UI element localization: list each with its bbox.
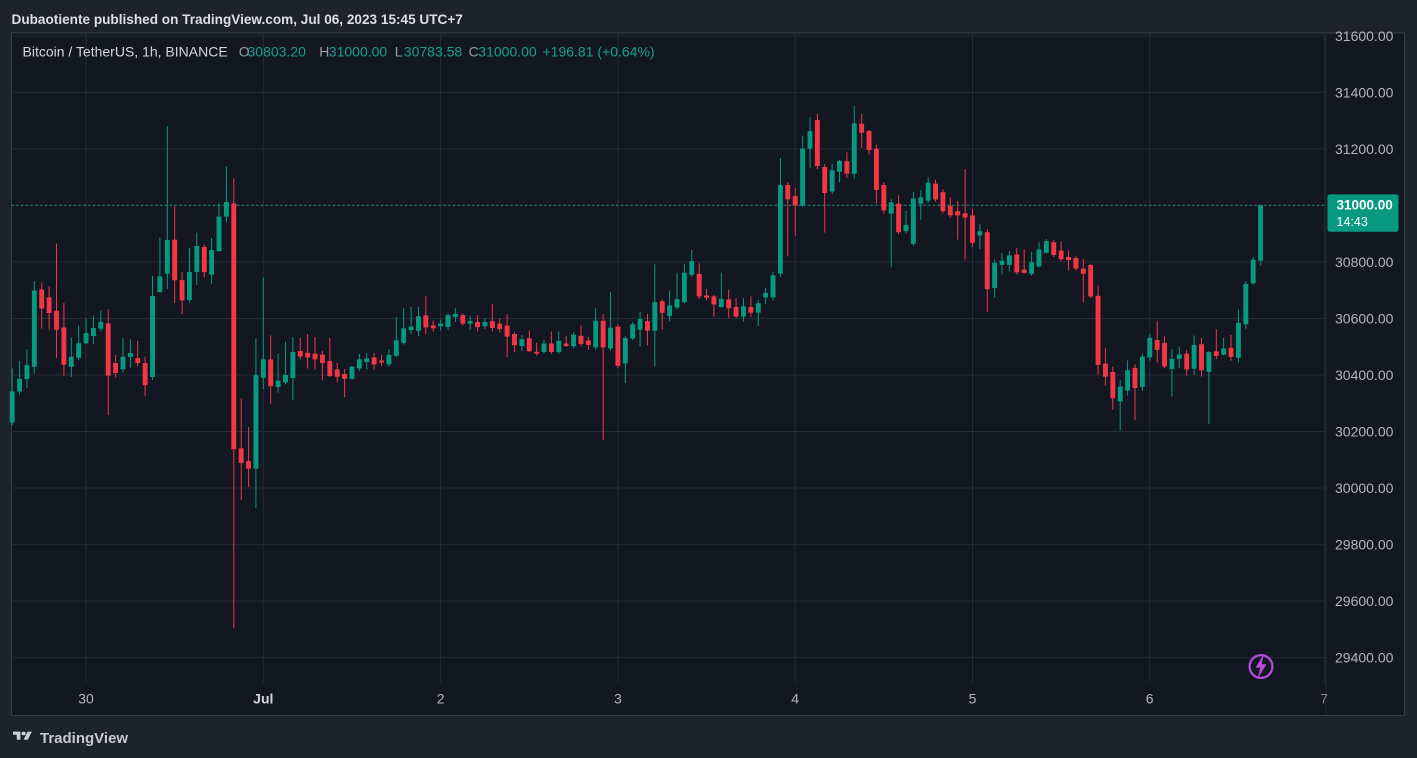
svg-text:TradingView: TradingView <box>40 730 128 747</box>
svg-text:31600.00: 31600.00 <box>1335 28 1394 44</box>
svg-text:30800.00: 30800.00 <box>1335 254 1394 270</box>
svg-text:30: 30 <box>78 691 94 707</box>
svg-text:+196.81 (+0.64%): +196.81 (+0.64%) <box>543 44 655 60</box>
svg-text:L: L <box>395 44 403 60</box>
svg-text:O: O <box>239 44 250 60</box>
svg-text:Bitcoin / TetherUS, 1h, BINANC: Bitcoin / TetherUS, 1h, BINANCE <box>23 44 228 60</box>
svg-text:29800.00: 29800.00 <box>1335 537 1394 553</box>
svg-text:5: 5 <box>969 691 977 707</box>
svg-text:Jul: Jul <box>253 691 273 707</box>
svg-text:31000.00: 31000.00 <box>478 44 537 60</box>
svg-text:C: C <box>469 44 479 60</box>
svg-text:30600.00: 30600.00 <box>1335 311 1394 327</box>
svg-text:30200.00: 30200.00 <box>1335 424 1394 440</box>
svg-text:29400.00: 29400.00 <box>1335 650 1394 666</box>
svg-text:30803.20: 30803.20 <box>248 44 307 60</box>
svg-text:30000.00: 30000.00 <box>1335 480 1394 496</box>
svg-text:H: H <box>319 44 329 60</box>
svg-text:6: 6 <box>1146 691 1154 707</box>
svg-text:14:43: 14:43 <box>1337 215 1368 229</box>
svg-text:30783.58: 30783.58 <box>404 44 463 60</box>
svg-text:4: 4 <box>791 691 799 707</box>
svg-text:31000.00: 31000.00 <box>329 44 388 60</box>
svg-text:3: 3 <box>614 691 622 707</box>
svg-text:31000.00: 31000.00 <box>1337 197 1393 212</box>
svg-text:31200.00: 31200.00 <box>1335 141 1394 157</box>
svg-text:29600.00: 29600.00 <box>1335 593 1394 609</box>
svg-text:2: 2 <box>437 691 445 707</box>
svg-text:7: 7 <box>1320 691 1328 707</box>
svg-text:30400.00: 30400.00 <box>1335 367 1394 383</box>
svg-text:31400.00: 31400.00 <box>1335 84 1394 100</box>
svg-text:Dubaotiente published on Tradi: Dubaotiente published on TradingView.com… <box>12 12 463 27</box>
